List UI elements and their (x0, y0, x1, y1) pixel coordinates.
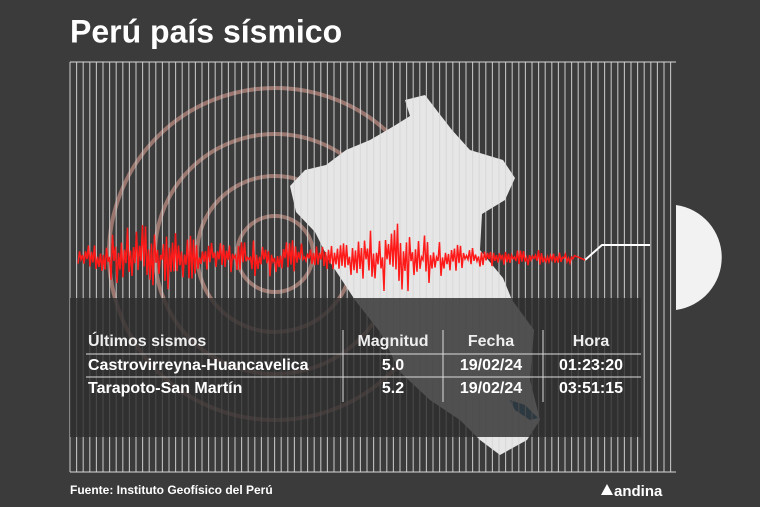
column-header: Magnitud (357, 333, 428, 350)
seismic-wave (77, 223, 586, 292)
logo-icon (601, 484, 613, 495)
table-cell: 01:23:20 (559, 357, 623, 374)
column-header: Fecha (468, 333, 514, 350)
table-cell: Castrovirreyna-Huancavelica (88, 357, 309, 374)
table: Últimos sismos Magnitud Fecha Hora Castrovir… (88, 331, 623, 397)
seismograph-drum (676, 205, 722, 310)
source: Fuente: Instituto Geofísico del Perú (70, 483, 273, 497)
table-cell: 5.2 (382, 380, 404, 397)
table-cell: 5.0 (382, 357, 404, 374)
column-header: Últimos sismos (88, 331, 206, 350)
table-cell: 03:51:15 (559, 380, 623, 397)
logo: andina (614, 483, 663, 500)
table-panel (70, 298, 641, 437)
table-cell: 19/02/24 (460, 357, 522, 374)
table-cell: 19/02/24 (460, 380, 522, 397)
table-rules (86, 330, 641, 402)
column-header: Hora (573, 333, 610, 350)
title: Perú país sísmico (70, 13, 342, 49)
table-cell: Tarapoto-San Martín (88, 380, 242, 397)
needle (584, 244, 650, 261)
